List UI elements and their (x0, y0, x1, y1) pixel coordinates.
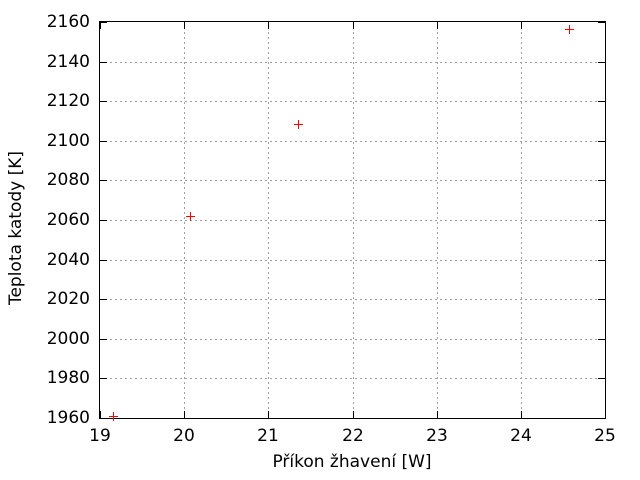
gridline-horizontal (100, 180, 605, 181)
tick-mark-bottom (521, 411, 522, 418)
y-tick-label: 2140 (46, 52, 90, 72)
tick-mark-left (100, 418, 107, 419)
tick-mark-top (353, 22, 354, 29)
data-point-marker (565, 25, 574, 34)
x-tick-label: 24 (510, 426, 532, 446)
gridline-horizontal (100, 378, 605, 379)
tick-mark-left (100, 22, 107, 23)
x-axis-title: Příkon žhavení [W] (272, 452, 432, 472)
tick-mark-right (598, 62, 605, 63)
y-axis-title: Teplota katody [K] (6, 150, 26, 306)
tick-mark-right (598, 141, 605, 142)
x-tick-label: 25 (594, 426, 616, 446)
tick-mark-left (100, 101, 107, 102)
tick-mark-bottom (353, 411, 354, 418)
gridline-horizontal (100, 339, 605, 340)
x-tick-label: 19 (89, 426, 111, 446)
tick-mark-right (598, 220, 605, 221)
tick-mark-bottom (100, 411, 101, 418)
tick-mark-right (598, 418, 605, 419)
x-tick-label: 20 (173, 426, 195, 446)
tick-mark-top (605, 22, 606, 29)
tick-mark-right (598, 339, 605, 340)
tick-mark-top (437, 22, 438, 29)
tick-mark-top (184, 22, 185, 29)
tick-mark-left (100, 299, 107, 300)
tick-mark-left (100, 141, 107, 142)
data-point-marker (186, 212, 195, 221)
y-tick-label: 2160 (46, 12, 90, 32)
gridline-horizontal (100, 299, 605, 300)
tick-mark-bottom (437, 411, 438, 418)
tick-mark-left (100, 378, 107, 379)
tick-mark-right (598, 180, 605, 181)
tick-mark-left (100, 180, 107, 181)
y-tick-label: 1980 (46, 368, 90, 388)
y-tick-label: 2120 (46, 91, 90, 111)
tick-mark-right (598, 101, 605, 102)
y-tick-label: 2080 (46, 170, 90, 190)
data-point-marker (294, 120, 303, 129)
tick-mark-right (598, 378, 605, 379)
y-tick-label: 2000 (46, 329, 90, 349)
x-tick-label: 21 (257, 426, 279, 446)
tick-mark-left (100, 62, 107, 63)
y-tick-label: 1960 (46, 408, 90, 428)
gridline-horizontal (100, 62, 605, 63)
tick-mark-right (598, 299, 605, 300)
y-tick-label: 2060 (46, 210, 90, 230)
y-tick-label: 2100 (46, 131, 90, 151)
gridline-horizontal (100, 260, 605, 261)
tick-mark-right (598, 260, 605, 261)
tick-mark-left (100, 339, 107, 340)
gridline-horizontal (100, 101, 605, 102)
gridline-horizontal (100, 141, 605, 142)
y-tick-label: 2020 (46, 289, 90, 309)
tick-mark-left (100, 260, 107, 261)
tick-mark-right (598, 22, 605, 23)
tick-mark-left (100, 220, 107, 221)
data-point-marker (109, 412, 118, 421)
tick-mark-top (521, 22, 522, 29)
x-tick-label: 23 (426, 426, 448, 446)
x-tick-label: 22 (342, 426, 364, 446)
tick-mark-bottom (605, 411, 606, 418)
tick-mark-top (100, 22, 101, 29)
y-tick-label: 2040 (46, 250, 90, 270)
tick-mark-top (268, 22, 269, 29)
gridline-horizontal (100, 220, 605, 221)
tick-mark-bottom (268, 411, 269, 418)
tick-mark-bottom (184, 411, 185, 418)
